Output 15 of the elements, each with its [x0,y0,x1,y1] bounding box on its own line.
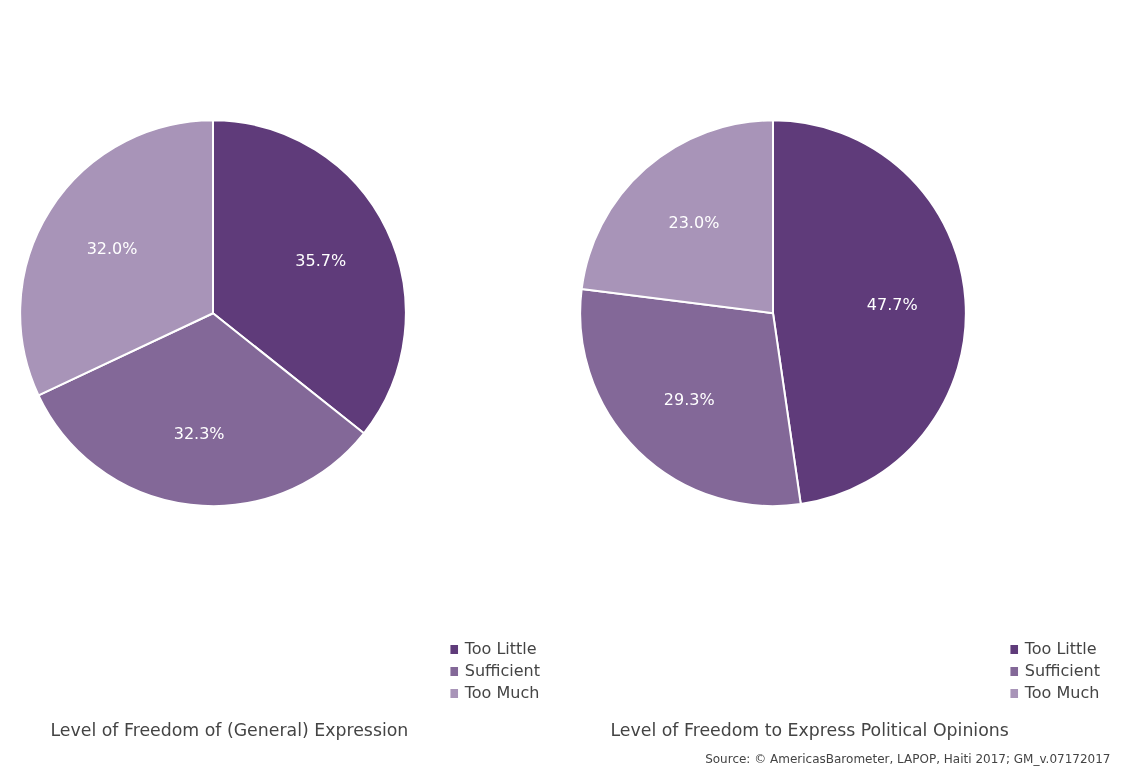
data-label: 23.0% [668,213,720,233]
legend-label: Too Little [464,639,537,658]
legend-label: Sufficient [1024,661,1100,680]
legend-label: Too Much [1024,683,1100,702]
text: Level of Freedom to Express Political Opinions [610,719,1009,740]
legend-label: Sufficient [464,661,540,680]
data-label: 47.7% [866,295,918,315]
data-label: 35.7% [295,251,347,271]
legend-label: Too Much [464,683,540,702]
text: Level of Freedom of (General) Expression [50,719,409,740]
source-note: Source: © AmericasBarometer, LAPOP, Haiti 2017; GM_v.07172017 [705,751,1111,766]
data-label: 29.3% [663,389,715,409]
data-label: 32.3% [173,423,225,443]
data-label: 32.0% [86,239,138,259]
legend-label: Too Little [1024,639,1097,658]
